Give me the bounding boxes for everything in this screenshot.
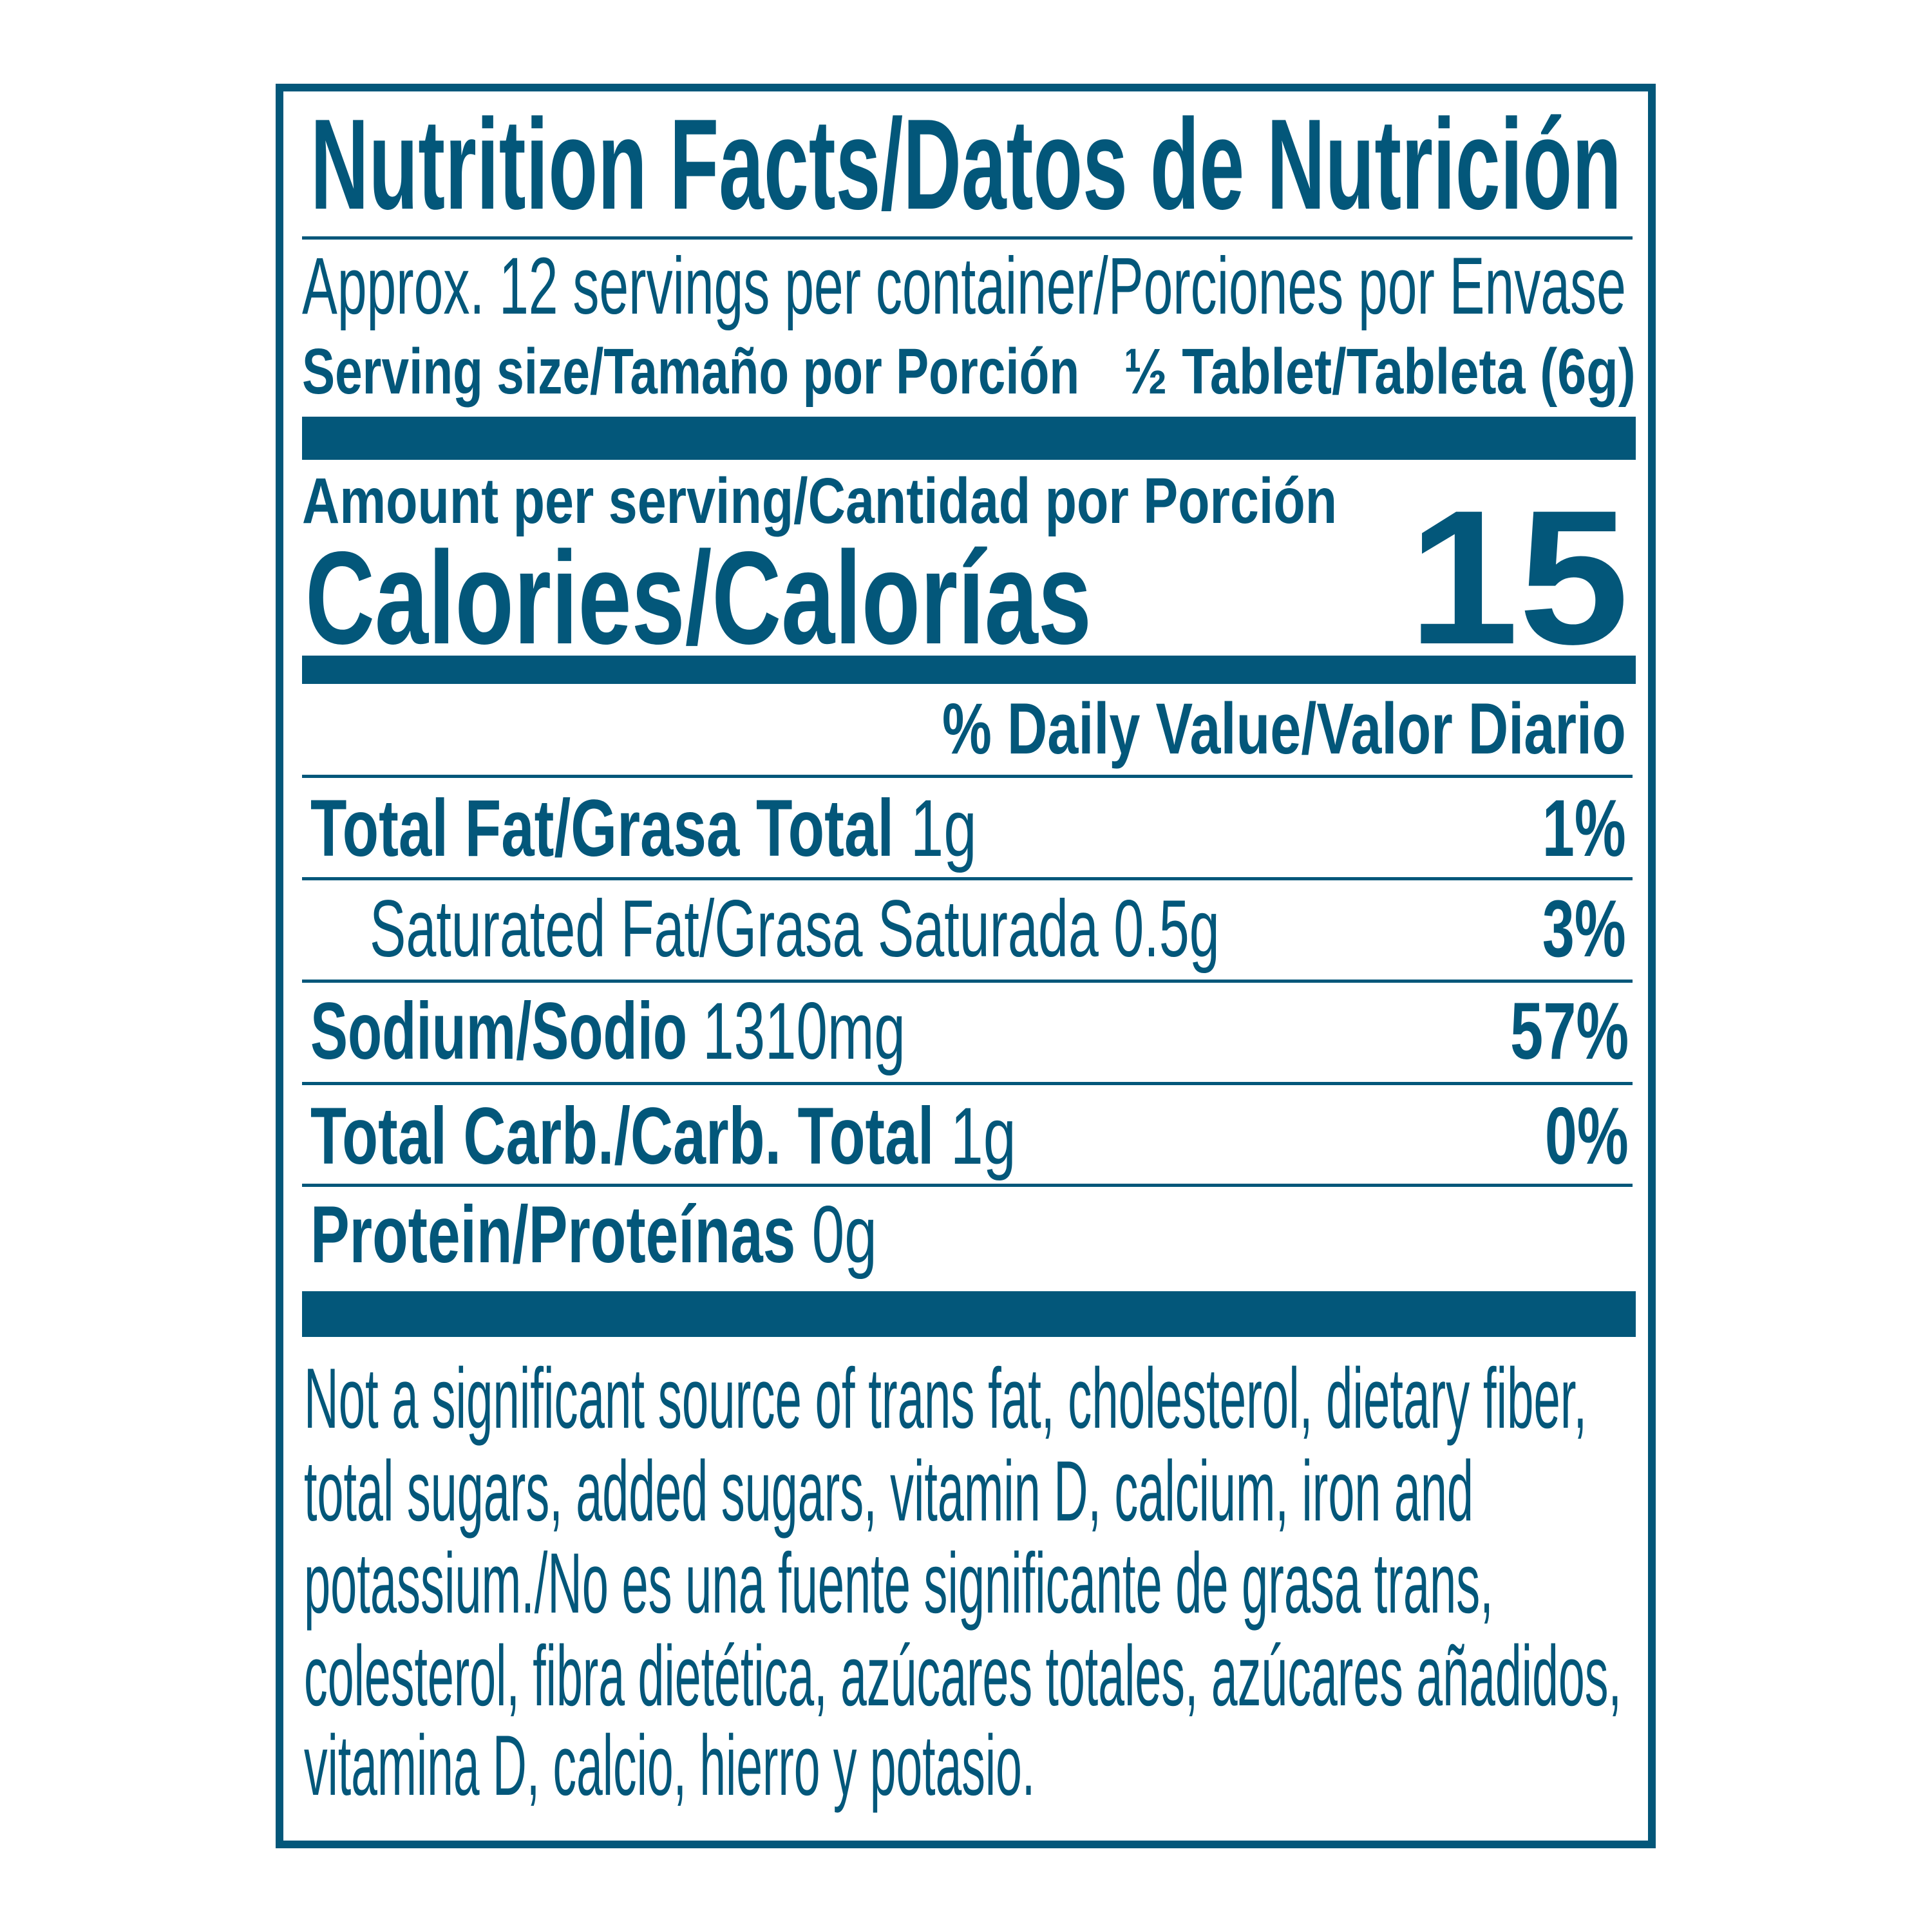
nutrition-facts-panel xyxy=(276,84,1656,1848)
nutrient-label: Saturated Fat/Grasa Saturada xyxy=(370,884,1099,974)
nutrient-dv: 57% xyxy=(1510,987,1629,1076)
divider xyxy=(302,877,1633,880)
nutrient-dv: 3% xyxy=(1542,884,1626,974)
divider xyxy=(302,980,1633,983)
footnote-line: potassium./No es una fuente significante… xyxy=(304,1536,1493,1631)
nutrient-row-total-fat: Total Fat/Grasa Total 1g xyxy=(310,788,977,869)
thick-divider xyxy=(302,656,1636,684)
nutrient-label: Protein/Proteínas xyxy=(310,1190,796,1280)
nutrient-row-saturated-fat: Saturated Fat/Grasa Saturada 0.5g xyxy=(370,889,1220,969)
nutrient-row-sodium: Sodium/Sodio 1310mg xyxy=(310,991,905,1072)
serving-size-value: ½ Tablet/Tableta (6g) xyxy=(1124,336,1636,408)
nutrient-label: Total Carb./Carb. Total xyxy=(310,1092,934,1181)
amount-per-serving: Amount per serving/Cantidad por Porción xyxy=(302,465,1338,537)
nutrient-row-protein: Protein/Proteínas 0g xyxy=(310,1195,877,1275)
calories-value: 15 xyxy=(1408,470,1629,684)
nutrient-amount: 0.5g xyxy=(1113,884,1220,974)
daily-value-header: % Daily Value/Valor Diario xyxy=(942,688,1626,769)
nutrient-label: Total Fat/Grasa Total xyxy=(310,784,895,873)
nutrient-label: Sodium/Sodio xyxy=(310,987,688,1076)
footnote-line: total sugars, added sugars, vitamin D, c… xyxy=(304,1444,1473,1539)
title: Nutrition Facts/Datos de Nutrición xyxy=(310,93,1622,236)
divider xyxy=(302,236,1633,240)
nutrient-amount: 1g xyxy=(950,1092,1016,1181)
nutrient-dv: 1% xyxy=(1542,784,1626,873)
servings-per-container: Approx. 12 servings per container/Porcio… xyxy=(302,242,1626,331)
serving-size-label: Serving size/Tamaño por Porción xyxy=(302,336,1080,408)
nutrient-dv: 0% xyxy=(1545,1092,1629,1181)
nutrient-amount: 1310mg xyxy=(703,987,905,1076)
divider xyxy=(302,1184,1633,1187)
nutrient-amount: 1g xyxy=(910,784,977,873)
footnote-line: vitamina D, calcio, hierro y potasio. xyxy=(304,1718,1036,1814)
nutrient-row-total-carb: Total Carb./Carb. Total 1g xyxy=(310,1096,1016,1177)
divider xyxy=(302,1082,1633,1085)
thick-divider xyxy=(302,1291,1636,1337)
divider xyxy=(302,775,1633,778)
thick-divider xyxy=(302,417,1636,460)
calories-label: Calories/Calorías xyxy=(305,524,1092,672)
nutrient-amount: 0g xyxy=(811,1190,877,1280)
footnote-line: colesterol, fibra dietética, azúcares to… xyxy=(304,1629,1622,1724)
footnote-line: Not a significant source of trans fat, c… xyxy=(304,1351,1587,1446)
